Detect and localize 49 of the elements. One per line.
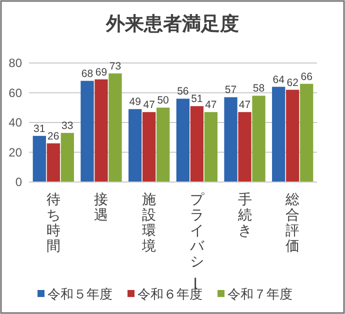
x-tick-label: 待ち時間 [46,191,60,254]
legend-label: 令和５年度 [48,286,112,302]
bar [224,97,238,182]
bar [142,112,156,182]
data-label: 31 [34,122,46,135]
bar [108,73,122,182]
legend-label: 令和７年度 [228,286,292,302]
x-tick-label: 手続き [236,191,252,238]
data-label: 62 [286,76,299,89]
y-tick-label: 60 [8,86,22,100]
data-label: 26 [48,130,60,142]
bar [190,106,204,182]
x-tick-label: 接遇 [94,191,108,222]
data-label: 56 [177,86,189,98]
bar [128,109,142,182]
data-label: 69 [95,66,108,78]
data-label: 47 [238,99,251,112]
y-tick-label: 80 [8,56,22,70]
data-label: 51 [191,93,203,106]
data-label: 68 [81,68,94,80]
data-label: 57 [224,84,237,96]
bar [176,98,190,182]
x-tick-label: 総合評価 [284,191,300,254]
bar [80,80,94,182]
y-tick-label: 20 [8,145,22,160]
bar [46,143,60,182]
data-label: 66 [300,70,313,83]
bar [286,90,300,182]
data-label: 58 [252,82,265,95]
y-tick-label: 0 [15,175,22,190]
data-label: 49 [129,96,142,108]
data-label: 47 [205,99,217,112]
data-label: 64 [272,74,285,86]
bar [238,112,252,182]
chart-title: 外来患者満足度 [105,13,239,35]
data-label: 50 [157,94,170,107]
bar [94,79,108,182]
bar [156,108,170,182]
bar [32,136,46,182]
x-tick-label: 施設環境 [141,191,156,254]
bar [60,132,74,182]
data-label: 47 [143,99,156,112]
y-tick-label: 40 [8,116,22,130]
data-label: 73 [109,60,122,72]
data-label: 33 [62,120,74,132]
bar [272,86,286,182]
bar [204,112,218,182]
bar [300,84,314,182]
bar [252,96,266,182]
